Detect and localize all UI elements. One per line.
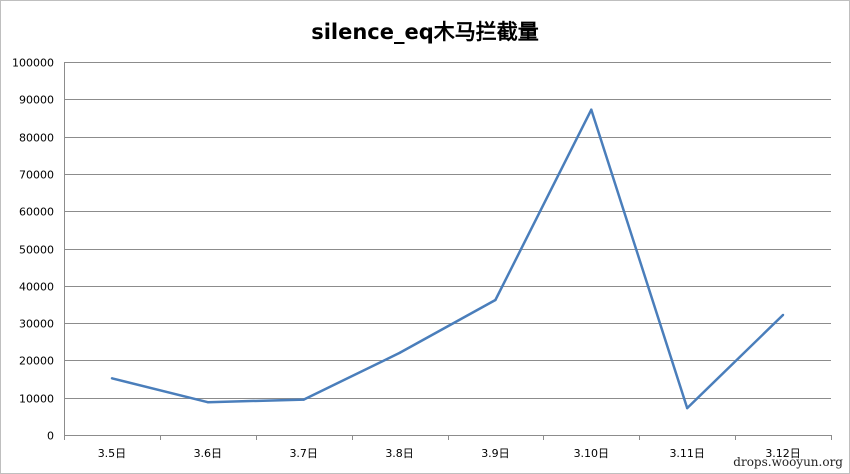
y-tick-label: 50000 bbox=[19, 244, 54, 257]
x-tick-label: 3.6日 bbox=[194, 447, 223, 460]
data-point bbox=[206, 400, 210, 404]
x-tick-label: 3.12日 bbox=[765, 447, 801, 460]
y-tick-label: 30000 bbox=[19, 318, 54, 331]
y-tick-label: 90000 bbox=[19, 94, 54, 107]
data-point bbox=[398, 351, 401, 355]
grid-layer bbox=[64, 62, 831, 399]
x-tick-labels: 3.5日 3.6日 3.7日 3.8日 3.9日 3.10日 3.11日 3.12日 bbox=[98, 447, 801, 460]
y-tick-label: 80000 bbox=[19, 132, 54, 145]
data-point bbox=[781, 313, 785, 317]
series-layer bbox=[110, 108, 785, 410]
y-tick-label: 40000 bbox=[19, 281, 54, 294]
data-point bbox=[685, 406, 689, 410]
x-tick-label: 3.8日 bbox=[385, 447, 414, 460]
x-tick-label: 3.11日 bbox=[669, 447, 705, 460]
chart-title: silence_eq木马拦截量 bbox=[311, 20, 539, 44]
y-tick-label: 60000 bbox=[19, 206, 54, 219]
y-tick-label: 20000 bbox=[19, 355, 54, 368]
x-tick-label: 3.5日 bbox=[98, 447, 127, 460]
data-point bbox=[590, 108, 593, 111]
data-point bbox=[494, 298, 497, 302]
watermark-text: drops.wooyun.org bbox=[733, 455, 843, 469]
data-point bbox=[110, 377, 114, 380]
axis-layer bbox=[64, 62, 832, 440]
y-tick-label: 0 bbox=[47, 430, 54, 443]
y-tick-label: 100000 bbox=[12, 57, 54, 70]
data-point bbox=[302, 398, 305, 401]
series-line bbox=[111, 108, 784, 410]
x-tick-label: 3.10日 bbox=[574, 447, 610, 460]
y-tick-label: 10000 bbox=[19, 393, 54, 406]
x-tick-label: 3.9日 bbox=[481, 447, 510, 460]
y-tick-label: 70000 bbox=[19, 169, 54, 182]
x-tick-label: 3.7日 bbox=[289, 447, 318, 460]
y-tick-labels: 0 10000 20000 30000 40000 50000 60000 70000 8000… bbox=[12, 57, 54, 443]
